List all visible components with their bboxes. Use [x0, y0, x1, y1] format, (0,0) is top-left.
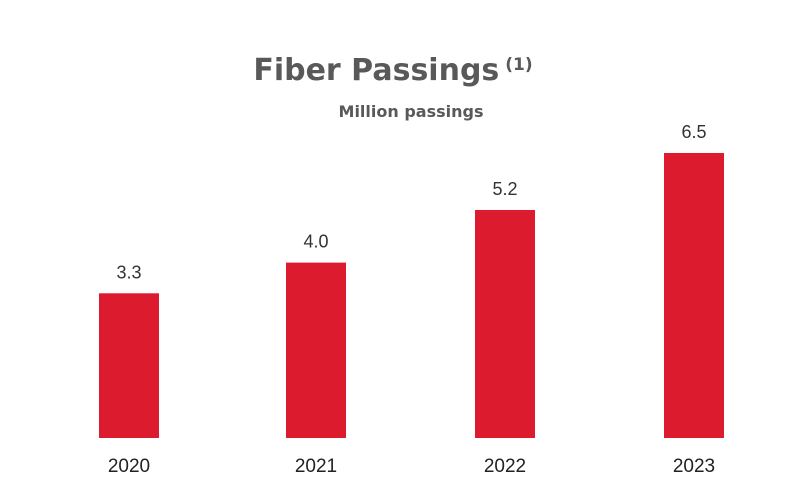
bar-2022: [475, 209, 535, 438]
bars-layer: [99, 152, 724, 438]
x-tick-label-2020: 2020: [108, 456, 150, 477]
chart-title-text: Fiber Passings: [253, 53, 499, 88]
x-tick-label-2023: 2023: [673, 456, 715, 477]
x-axis-tick-labels: 2020 2021 2022 2023: [108, 456, 715, 477]
x-tick-label-2022: 2022: [484, 456, 526, 477]
data-labels-layer: 3.3 4.0 5.2 6.5: [116, 122, 706, 282]
data-label-2023: 6.5: [681, 122, 706, 142]
data-label-2022: 5.2: [492, 179, 517, 199]
chart-subtitle: Million passings: [339, 102, 484, 121]
chart-title: Fiber Passings (1): [253, 53, 532, 88]
x-tick-label-2021: 2021: [295, 456, 337, 477]
data-label-2021: 4.0: [303, 232, 328, 252]
data-label-2020: 3.3: [116, 262, 141, 282]
chart-title-footnote: (1): [505, 55, 532, 75]
bar-2020: [99, 293, 159, 438]
bar-2021: [286, 262, 346, 438]
bar-2023: [664, 152, 724, 438]
